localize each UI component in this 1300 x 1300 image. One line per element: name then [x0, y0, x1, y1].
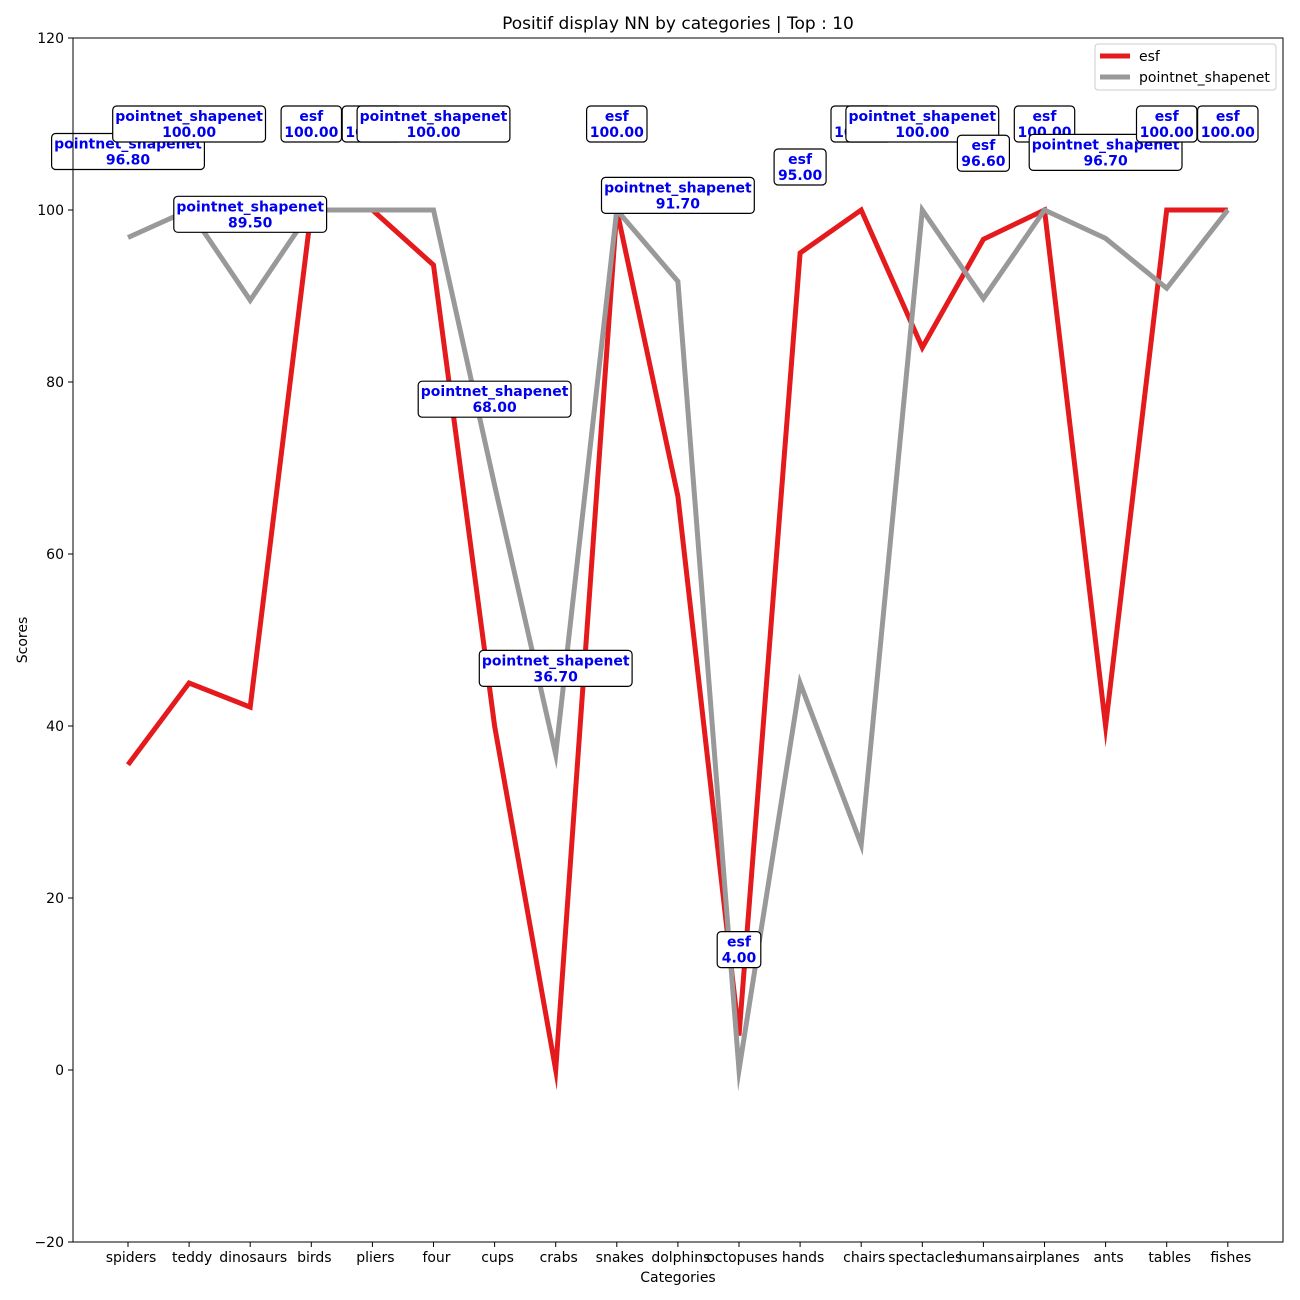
x-tick-label-cups: cups — [481, 1250, 514, 1266]
data-label-series-name: esf — [727, 935, 752, 951]
y-tick-label: 60 — [46, 547, 64, 563]
data-label-series-name: esf — [1216, 109, 1241, 125]
x-tick-label-birds: birds — [297, 1250, 331, 1266]
legend: esf pointnet_shapenet — [1094, 43, 1277, 91]
data-label-box — [1135, 105, 1198, 143]
y-axis: −20 0 20 40 60 80 100 120 — [34, 31, 73, 1251]
data-label-box — [600, 176, 755, 214]
x-tick-label-airplanes: airplanes — [1015, 1250, 1079, 1266]
y-tick-label: 120 — [37, 31, 64, 47]
y-tick-label: 100 — [37, 203, 64, 219]
data-label-box — [716, 930, 762, 969]
data-label-value: 96.80 — [106, 153, 151, 169]
x-tick-label-pliers: pliers — [356, 1250, 394, 1266]
x-tick-label-teddy: teddy — [172, 1250, 212, 1266]
x-axis-label: Categories — [640, 1270, 715, 1286]
data-label-value: 36.70 — [534, 669, 579, 685]
data-label-value: 96.70 — [1083, 153, 1128, 169]
x-axis: spiders teddy dinosaurs birds pliers four cups… — [106, 1242, 1251, 1266]
y-tick-label: −20 — [34, 1235, 64, 1251]
x-tick-label-chairs: chairs — [843, 1250, 885, 1266]
data-label-series-name: pointnet_shapenet — [848, 109, 996, 125]
y-tick-label: 20 — [46, 891, 64, 907]
legend-label-pointnet_shapenet: pointnet_shapenet — [1139, 70, 1270, 86]
data-label-value: 100.00 — [590, 125, 644, 141]
data-label-value: 100.00 — [1140, 125, 1194, 141]
x-tick-label-hands: hands — [782, 1250, 825, 1266]
data-label-value: 4.00 — [722, 951, 757, 967]
data-label-value: 100.00 — [406, 125, 460, 141]
y-axis-label: Scores — [15, 617, 31, 664]
x-tick-label-ants: ants — [1093, 1250, 1123, 1266]
data-label-series-name: pointnet_shapenet — [115, 109, 263, 125]
data-label-box — [417, 380, 572, 418]
data-label-value: 95.00 — [778, 168, 823, 184]
data-label-box — [1196, 105, 1259, 143]
x-tick-label-four: four — [422, 1250, 450, 1266]
data-label-value: 100.00 — [895, 125, 949, 141]
data-label-series-name: esf — [1155, 109, 1180, 125]
x-tick-label-tables: tables — [1148, 1250, 1191, 1266]
chart-title: Positif display NN by categories | Top :… — [502, 14, 854, 34]
data-label-box — [478, 649, 633, 687]
annotation-layer: pointnet_shapenet96.80pointnet_shapenet1… — [50, 105, 1259, 969]
data-label-box — [1028, 133, 1183, 171]
x-tick-label-fishes: fishes — [1210, 1250, 1251, 1266]
data-label-value: 100.00 — [284, 125, 338, 141]
data-label-box — [585, 105, 648, 143]
data-label-box — [956, 134, 1011, 172]
data-label-value: 91.70 — [656, 196, 701, 212]
data-label-value: 100.00 — [1201, 125, 1255, 141]
data-label-series-name: pointnet_shapenet — [421, 384, 569, 400]
y-tick-label: 40 — [46, 719, 64, 735]
x-tick-label-humans: humans — [958, 1250, 1014, 1266]
x-tick-label-spectacles: spectacles — [888, 1250, 962, 1266]
data-label-series-name: esf — [299, 109, 324, 125]
y-tick-label: 0 — [55, 1063, 64, 1079]
legend-label-esf: esf — [1139, 49, 1161, 65]
data-label-box — [356, 105, 511, 143]
data-label-box — [173, 195, 328, 233]
data-label-box — [773, 148, 827, 186]
data-label-series-name: pointnet_shapenet — [604, 180, 752, 196]
data-label-value: 100.00 — [162, 125, 216, 141]
data-label-box — [280, 105, 343, 143]
x-tick-label-dolphins: dolphins — [651, 1250, 710, 1266]
y-tick-label: 80 — [46, 375, 64, 391]
x-tick-label-snakes: snakes — [596, 1250, 644, 1266]
x-tick-label-spiders: spiders — [106, 1250, 157, 1266]
data-label-box — [112, 105, 267, 143]
data-label-series-name: pointnet_shapenet — [482, 653, 630, 669]
data-label-value: 96.60 — [961, 154, 1006, 170]
data-label-series-name: esf — [605, 109, 630, 125]
data-label-series-name: pointnet_shapenet — [360, 109, 508, 125]
data-label-series-name: esf — [1033, 109, 1058, 125]
x-tick-label-dinosaurs: dinosaurs — [219, 1250, 287, 1266]
data-label-value: 89.50 — [228, 215, 273, 231]
data-label-series-name: esf — [971, 138, 996, 154]
x-tick-label-octopuses: octopuses — [706, 1250, 777, 1266]
data-label-box — [845, 105, 1000, 143]
data-label-series-name: esf — [788, 152, 813, 168]
legend-box — [1094, 43, 1277, 91]
data-label-value: 68.00 — [472, 400, 517, 416]
data-label-series-name: pointnet_shapenet — [176, 199, 324, 215]
x-tick-label-crabs: crabs — [540, 1250, 578, 1266]
